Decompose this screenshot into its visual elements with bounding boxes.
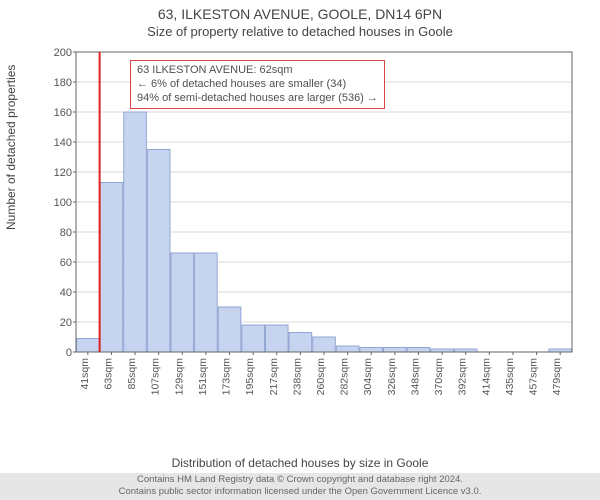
svg-text:282sqm: 282sqm: [339, 358, 351, 396]
svg-text:200: 200: [54, 47, 72, 59]
footer-line: Contains HM Land Registry data © Crown c…: [0, 474, 600, 486]
svg-text:63sqm: 63sqm: [102, 358, 114, 390]
x-axis-label: Distribution of detached houses by size …: [0, 456, 600, 470]
svg-text:20: 20: [60, 317, 72, 329]
page-title: 63, ILKESTON AVENUE, GOOLE, DN14 6PN: [0, 6, 600, 22]
svg-text:120: 120: [54, 167, 72, 179]
svg-text:100: 100: [54, 197, 72, 209]
svg-text:40: 40: [60, 287, 72, 299]
svg-text:129sqm: 129sqm: [173, 358, 185, 396]
annotation-line: ← 6% of detached houses are smaller (34): [137, 78, 378, 92]
svg-text:151sqm: 151sqm: [197, 358, 209, 396]
svg-text:85sqm: 85sqm: [126, 358, 138, 390]
annotation-box: 63 ILKESTON AVENUE: 62sqm← 6% of detache…: [130, 60, 385, 109]
svg-text:173sqm: 173sqm: [221, 358, 233, 396]
svg-text:60: 60: [60, 257, 72, 269]
svg-text:457sqm: 457sqm: [528, 358, 540, 396]
svg-text:238sqm: 238sqm: [291, 358, 303, 396]
annotation-line: 63 ILKESTON AVENUE: 62sqm: [137, 64, 378, 78]
svg-text:414sqm: 414sqm: [480, 358, 492, 396]
footer-line: Contains public sector information licen…: [0, 486, 600, 498]
y-axis-label: Number of detached properties: [4, 65, 18, 230]
svg-text:80: 80: [60, 227, 72, 239]
svg-text:479sqm: 479sqm: [551, 358, 563, 396]
svg-text:195sqm: 195sqm: [244, 358, 256, 396]
svg-text:217sqm: 217sqm: [268, 358, 280, 396]
svg-text:41sqm: 41sqm: [79, 358, 91, 390]
annotation-line: 94% of semi-detached houses are larger (…: [137, 92, 378, 106]
svg-text:180: 180: [54, 77, 72, 89]
svg-text:260sqm: 260sqm: [315, 358, 327, 396]
title-block: 63, ILKESTON AVENUE, GOOLE, DN14 6PN Siz…: [0, 0, 600, 39]
svg-text:435sqm: 435sqm: [504, 358, 516, 396]
svg-text:392sqm: 392sqm: [457, 358, 469, 396]
svg-text:0: 0: [66, 347, 72, 359]
svg-text:140: 140: [54, 137, 72, 149]
svg-text:304sqm: 304sqm: [362, 358, 374, 396]
svg-text:326sqm: 326sqm: [386, 358, 398, 396]
histogram-chart: 0 20 40 60 80 100 120 140 160 180 200 41sqm 63sqm 85s…: [48, 46, 578, 416]
attribution-footer: Contains HM Land Registry data © Crown c…: [0, 473, 600, 500]
svg-text:348sqm: 348sqm: [409, 358, 421, 396]
svg-text:160: 160: [54, 107, 72, 119]
svg-text:107sqm: 107sqm: [150, 358, 162, 396]
page-subtitle: Size of property relative to detached ho…: [0, 24, 600, 39]
svg-text:370sqm: 370sqm: [433, 358, 445, 396]
